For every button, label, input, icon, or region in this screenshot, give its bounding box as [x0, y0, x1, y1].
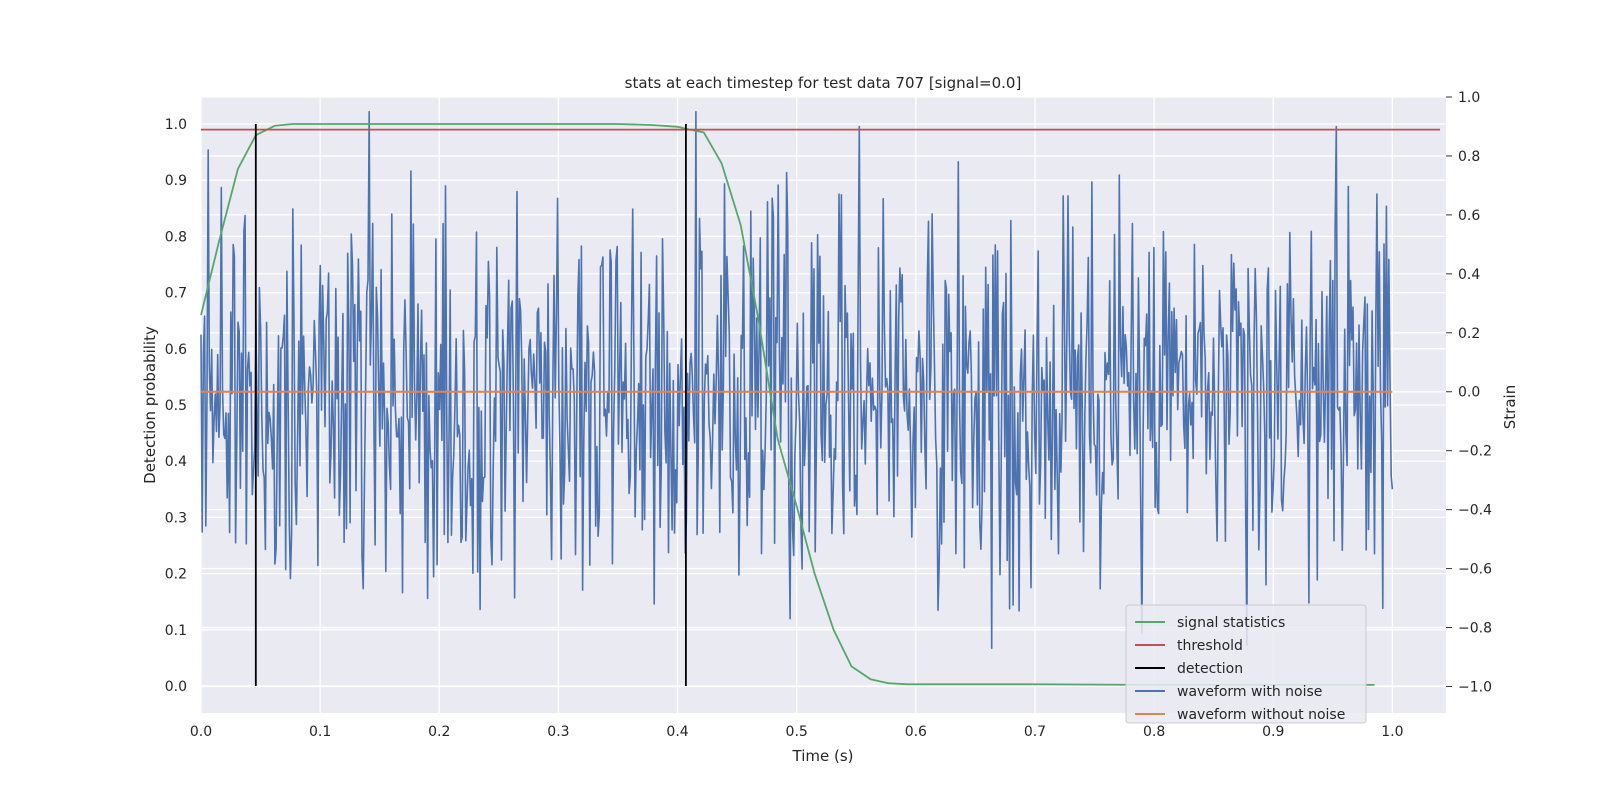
y2-axis-ticks: −1.0 −0.8 −0.6 −0.4 −0.2 0.0 0.2 0.4 0.6 0.8 1.0 — [1446, 90, 1492, 695]
legend-label: threshold — [1177, 638, 1243, 654]
y-tick-label: 0.2 — [165, 567, 187, 583]
y-tick-label: 0.6 — [165, 342, 187, 358]
legend: signal statistics threshold detection wavef… — [1125, 604, 1367, 724]
x-tick-label: 0.0 — [190, 724, 212, 740]
y-tick-label: 0.0 — [165, 679, 187, 695]
y2-tick-label: 0.8 — [1458, 149, 1480, 165]
x-tick-label: 0.5 — [786, 724, 808, 740]
waveform-with-noise-line — [200, 110, 1394, 650]
legend-label: signal statistics — [1177, 615, 1285, 631]
y2-tick-label: −0.2 — [1458, 444, 1492, 460]
x-axis-title: Time (s) — [792, 747, 854, 765]
x-axis-ticks: 0.0 0.1 0.2 0.3 0.4 0.5 0.6 0.7 0.8 0.9 1.0 — [190, 724, 1404, 740]
legend-label: waveform with noise — [1177, 684, 1322, 700]
y-tick-label: 0.9 — [165, 173, 187, 189]
y2-tick-label: −1.0 — [1458, 679, 1492, 695]
y2-tick-label: 0.4 — [1458, 267, 1480, 283]
legend-label: detection — [1177, 661, 1243, 677]
legend-frame — [1125, 604, 1367, 724]
y-tick-label: 0.8 — [165, 229, 187, 245]
y-axis-title: Detection probability — [141, 326, 159, 484]
x-tick-label: 1.0 — [1381, 724, 1403, 740]
series-layer — [200, 110, 1441, 687]
y2-tick-label: −0.8 — [1458, 621, 1492, 637]
y2-tick-label: 0.2 — [1458, 326, 1480, 342]
x-tick-label: 0.8 — [1143, 724, 1165, 740]
y-tick-label: 0.1 — [165, 623, 187, 639]
y2-tick-label: 0.6 — [1458, 208, 1480, 224]
y-tick-label: 0.4 — [165, 454, 187, 470]
y-tick-label: 0.7 — [165, 286, 187, 302]
x-tick-label: 0.9 — [1262, 724, 1284, 740]
y-tick-label: 1.0 — [165, 117, 187, 133]
signal-statistics-line — [200, 123, 1375, 686]
y2-tick-label: 1.0 — [1458, 90, 1480, 106]
y2-tick-label: −0.6 — [1458, 562, 1492, 578]
chart-title: stats at each timestep for test data 707… — [625, 74, 1022, 92]
y-tick-label: 0.5 — [165, 398, 187, 414]
x-tick-label: 0.2 — [428, 724, 450, 740]
y2-tick-label: −0.4 — [1458, 503, 1492, 519]
legend-label: waveform without noise — [1177, 707, 1345, 723]
x-tick-label: 0.1 — [309, 724, 331, 740]
x-tick-label: 0.6 — [905, 724, 927, 740]
y-axis-ticks: 0.0 0.1 0.2 0.3 0.4 0.5 0.6 0.7 0.8 0.9 1.0 — [165, 117, 187, 695]
x-tick-label: 0.7 — [1024, 724, 1046, 740]
x-tick-label: 0.4 — [666, 724, 688, 740]
y-tick-label: 0.3 — [165, 510, 187, 526]
y2-tick-label: 0.0 — [1458, 385, 1480, 401]
y2-axis-title: Strain — [1501, 385, 1519, 429]
x-tick-label: 0.3 — [547, 724, 569, 740]
